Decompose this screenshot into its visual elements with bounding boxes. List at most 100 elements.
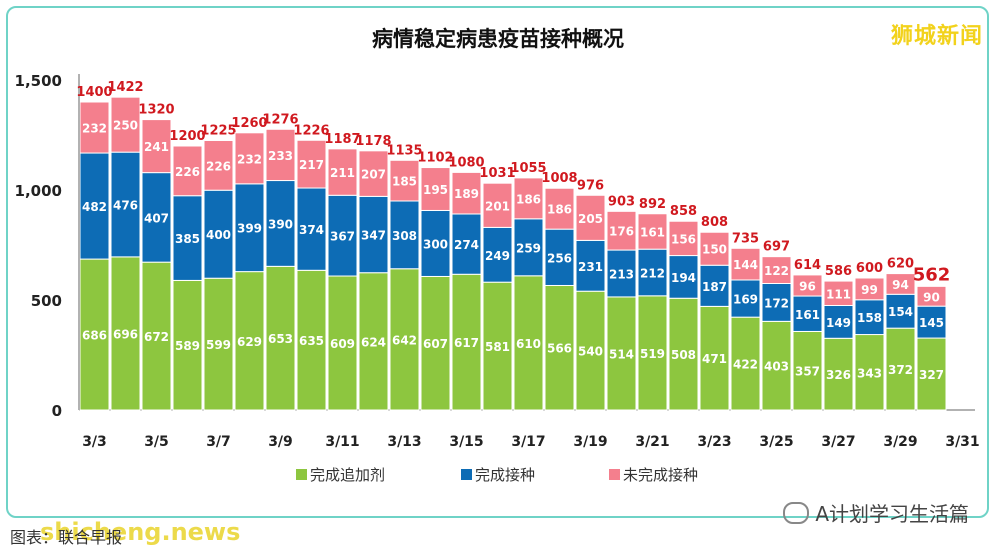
bar-value-label: 226 <box>175 165 200 179</box>
bar-value-label: 610 <box>516 337 541 351</box>
bar-value-label: 422 <box>733 358 758 372</box>
x-tick-label: 3/17 <box>511 434 545 450</box>
bar-segment <box>544 228 575 286</box>
bar-total-label: 808 <box>701 215 728 230</box>
bar-total-label: 1260 <box>231 116 267 131</box>
bar-value-label: 374 <box>299 223 324 237</box>
bar-total-label: 1102 <box>417 151 453 166</box>
brand-logo-text: 狮城新闻 <box>890 24 983 49</box>
bar-value-label: 385 <box>175 232 200 246</box>
bar-segment <box>513 275 544 411</box>
bar-total-label: 1187 <box>324 132 360 147</box>
bar-segment <box>79 152 110 260</box>
bar-segment <box>792 274 823 297</box>
bar-segment <box>544 187 575 230</box>
bar-value-label: 407 <box>144 211 169 225</box>
legend-label: 未完成接种 <box>623 466 698 484</box>
bar-value-label: 207 <box>361 168 386 182</box>
bar-value-label: 617 <box>454 336 479 350</box>
bar-value-label: 249 <box>485 249 510 263</box>
bar-value-label: 233 <box>268 149 293 163</box>
bar-value-label: 185 <box>392 175 417 189</box>
bar-value-label: 99 <box>861 283 878 297</box>
bar-segment <box>296 187 327 271</box>
legend-label: 完成追加剂 <box>310 466 385 484</box>
bar-value-label: 259 <box>516 241 541 255</box>
bar-segment <box>854 334 885 411</box>
bar-value-label: 609 <box>330 337 355 351</box>
bar-segment <box>420 209 451 277</box>
bar-value-label: 343 <box>857 366 882 380</box>
bar-segment <box>575 290 606 411</box>
x-tick-label: 3/11 <box>325 434 359 450</box>
bar-segment <box>637 213 668 250</box>
bar-total-label: 600 <box>856 261 883 276</box>
bar-value-label: 390 <box>268 217 293 231</box>
bar-segment <box>885 273 916 295</box>
wechat-account-name: A计划学习生活篇 <box>815 502 969 526</box>
bar-segment <box>513 177 544 220</box>
bar-value-label: 589 <box>175 339 200 353</box>
bar-segment <box>141 119 172 174</box>
x-tick-label: 3/5 <box>144 434 169 450</box>
bar-total-label: 892 <box>639 197 666 212</box>
bar-segment <box>451 171 482 215</box>
bar-value-label: 212 <box>640 267 665 281</box>
bar-value-label: 232 <box>82 122 107 136</box>
y-tick-label: 500 <box>31 292 62 310</box>
bar-total-label: 1135 <box>386 143 422 158</box>
bar-value-label: 367 <box>330 230 355 244</box>
bar-value-label: 144 <box>733 258 758 272</box>
x-tick-label: 3/13 <box>387 434 421 450</box>
bar-value-label: 514 <box>609 347 634 361</box>
x-tick-label: 3/29 <box>883 434 917 450</box>
x-tick-label: 3/21 <box>635 434 669 450</box>
bar-segment <box>265 128 296 182</box>
bar-value-label: 308 <box>392 229 417 243</box>
bar-value-label: 327 <box>919 368 944 382</box>
bar-segment <box>420 167 451 211</box>
bar-value-label: 154 <box>888 305 913 319</box>
bar-value-label: 653 <box>268 332 293 346</box>
bar-value-label: 482 <box>82 200 107 214</box>
bar-value-label: 672 <box>144 330 169 344</box>
bar-segment <box>110 151 141 258</box>
bar-segment <box>761 320 792 411</box>
bar-segment <box>327 275 358 411</box>
bar-segment <box>451 273 482 411</box>
bar-segment <box>699 231 730 266</box>
bar-value-label: 476 <box>113 199 138 213</box>
bar-value-label: 599 <box>206 338 231 352</box>
bar-value-label: 201 <box>485 199 510 213</box>
bar-value-label: 300 <box>423 237 448 251</box>
bar-value-label: 566 <box>547 342 572 356</box>
bar-value-label: 211 <box>330 166 355 180</box>
bar-value-label: 326 <box>826 368 851 382</box>
bar-segment <box>296 139 327 189</box>
bar-value-label: 581 <box>485 340 510 354</box>
bar-segment <box>389 200 420 270</box>
bar-total-label: 586 <box>825 264 852 279</box>
bar-segment <box>606 296 637 411</box>
bar-value-label: 145 <box>919 316 944 330</box>
bar-value-label: 186 <box>547 203 572 217</box>
bar-total-label: 1225 <box>200 124 236 139</box>
bar-segment <box>637 295 668 411</box>
bar-total-label: 1320 <box>138 103 174 118</box>
bar-segment <box>916 305 947 339</box>
bar-segment <box>916 285 947 307</box>
bar-value-label: 187 <box>702 280 727 294</box>
chart-title: 病情稳定病患疫苗接种概况 <box>372 27 624 51</box>
y-tick-label: 1,000 <box>15 182 62 200</box>
bar-value-label: 169 <box>733 293 758 307</box>
bar-segment <box>668 220 699 257</box>
bar-segment <box>265 180 296 267</box>
bar-value-label: 156 <box>671 232 696 246</box>
bar-total-label: 1080 <box>448 155 484 170</box>
bar-segment <box>327 194 358 277</box>
bar-value-label: 90 <box>923 290 940 304</box>
bar-value-label: 508 <box>671 348 696 362</box>
bar-value-label: 161 <box>795 308 820 322</box>
bar-segment <box>916 337 947 411</box>
bar-total-label: 1226 <box>293 123 329 138</box>
